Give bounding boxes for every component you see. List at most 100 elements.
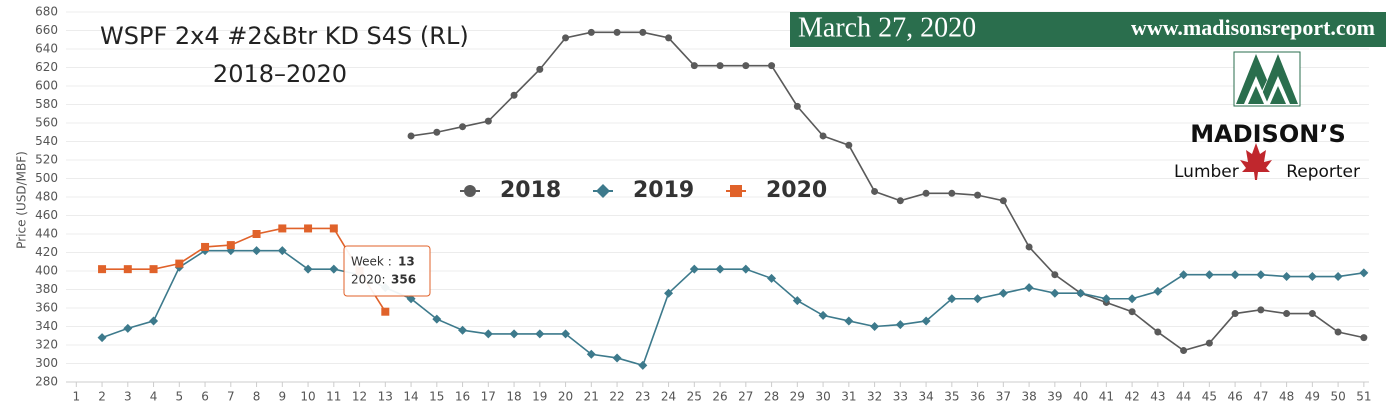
tooltip-x-label: Week :: [351, 255, 392, 269]
chart-title: WSPF 2x4 #2&Btr KD S4S (RL): [100, 22, 469, 50]
marker: [98, 265, 107, 274]
x-tick-label: 11: [326, 390, 341, 404]
marker: [948, 189, 956, 197]
marker: [175, 259, 184, 268]
marker: [1308, 310, 1316, 318]
marker: [1283, 310, 1291, 318]
y-tick-label: 420: [35, 245, 58, 259]
chart-subtitle: 2018–2020: [213, 60, 347, 88]
x-tick-label: 22: [609, 390, 624, 404]
marker: [1179, 270, 1189, 280]
x-tick-label: 39: [1047, 390, 1062, 404]
y-tick-label: 340: [35, 319, 58, 333]
marker: [1360, 334, 1368, 342]
marker: [303, 264, 313, 274]
marker: [596, 184, 610, 198]
marker: [999, 197, 1007, 205]
y-tick-label: 360: [35, 301, 58, 315]
x-tick-label: 9: [278, 390, 286, 404]
marker: [871, 187, 879, 195]
marker: [895, 320, 905, 330]
marker: [304, 224, 313, 233]
marker: [1153, 286, 1163, 296]
marker: [1024, 283, 1034, 293]
marker: [536, 65, 544, 73]
x-tick-label: 8: [253, 390, 261, 404]
marker: [149, 265, 158, 274]
y-tick-label: 600: [35, 79, 58, 93]
marker: [1180, 347, 1188, 355]
marker: [484, 117, 492, 125]
x-tick-label: 6: [201, 390, 209, 404]
marker: [921, 316, 931, 326]
x-tick-label: 37: [996, 390, 1011, 404]
x-tick-label: 26: [712, 390, 727, 404]
marker: [226, 241, 235, 250]
marker: [149, 316, 159, 326]
marker: [561, 329, 571, 339]
marker: [1128, 308, 1136, 316]
marker: [1101, 294, 1111, 304]
x-tick-label: 48: [1279, 390, 1294, 404]
marker: [1205, 339, 1213, 347]
x-tick-label: 3: [124, 390, 132, 404]
legend-label: 2019: [633, 178, 694, 203]
x-tick-label: 13: [378, 390, 393, 404]
marker: [715, 264, 725, 274]
x-tick-label: 31: [841, 390, 856, 404]
marker: [586, 349, 596, 359]
x-tick-label: 34: [918, 390, 933, 404]
marker: [252, 246, 262, 256]
marker: [1050, 288, 1060, 298]
y-tick-label: 380: [35, 282, 58, 296]
marker: [1256, 270, 1266, 280]
marker: [741, 264, 751, 274]
legend-label: 2018: [500, 178, 561, 203]
marker: [535, 329, 545, 339]
y-tick-label: 480: [35, 190, 58, 204]
lines: [97, 28, 1369, 370]
tooltip: Week : 13 2020: 356: [343, 245, 431, 297]
x-tick-label: 15: [429, 390, 444, 404]
x-tick-label: 28: [764, 390, 779, 404]
marker: [922, 189, 930, 197]
marker: [1051, 271, 1059, 279]
banner: [790, 12, 1386, 47]
y-tick-label: 580: [35, 97, 58, 111]
marker: [1334, 328, 1342, 336]
marker: [1076, 288, 1086, 298]
x-tick-label: 23: [635, 390, 650, 404]
x-tick-label: 17: [481, 390, 496, 404]
series-line: [102, 227, 386, 313]
y-tick-label: 460: [35, 208, 58, 222]
y-tick-label: 560: [35, 116, 58, 130]
x-tick-label: 51: [1356, 390, 1371, 404]
marker: [97, 333, 107, 343]
marker: [123, 265, 132, 274]
x-tick-label: 36: [970, 390, 985, 404]
marker: [1230, 270, 1240, 280]
x-tick-label: 38: [1021, 390, 1036, 404]
marker: [459, 123, 467, 131]
y-tick-label: 400: [35, 264, 58, 278]
marker: [123, 323, 133, 333]
legend: 2018 2019 2020: [460, 178, 827, 203]
marker: [1154, 328, 1162, 336]
y-tick-label: 540: [35, 134, 58, 148]
marker: [277, 246, 287, 256]
y-tick-label: 300: [35, 356, 58, 370]
marker: [792, 296, 802, 306]
marker: [329, 224, 338, 233]
marker: [1204, 270, 1214, 280]
legend-label: 2020: [766, 178, 827, 203]
marker: [201, 242, 210, 251]
grid: 2803003203403603804004204404604805005205…: [35, 5, 1371, 404]
marker: [464, 185, 476, 197]
marker: [767, 273, 777, 283]
x-tick-label: 33: [893, 390, 908, 404]
marker: [510, 91, 518, 99]
x-tick-label: 5: [175, 390, 183, 404]
y-tick-label: 280: [35, 375, 58, 389]
marker: [730, 185, 742, 197]
marker: [793, 102, 801, 110]
